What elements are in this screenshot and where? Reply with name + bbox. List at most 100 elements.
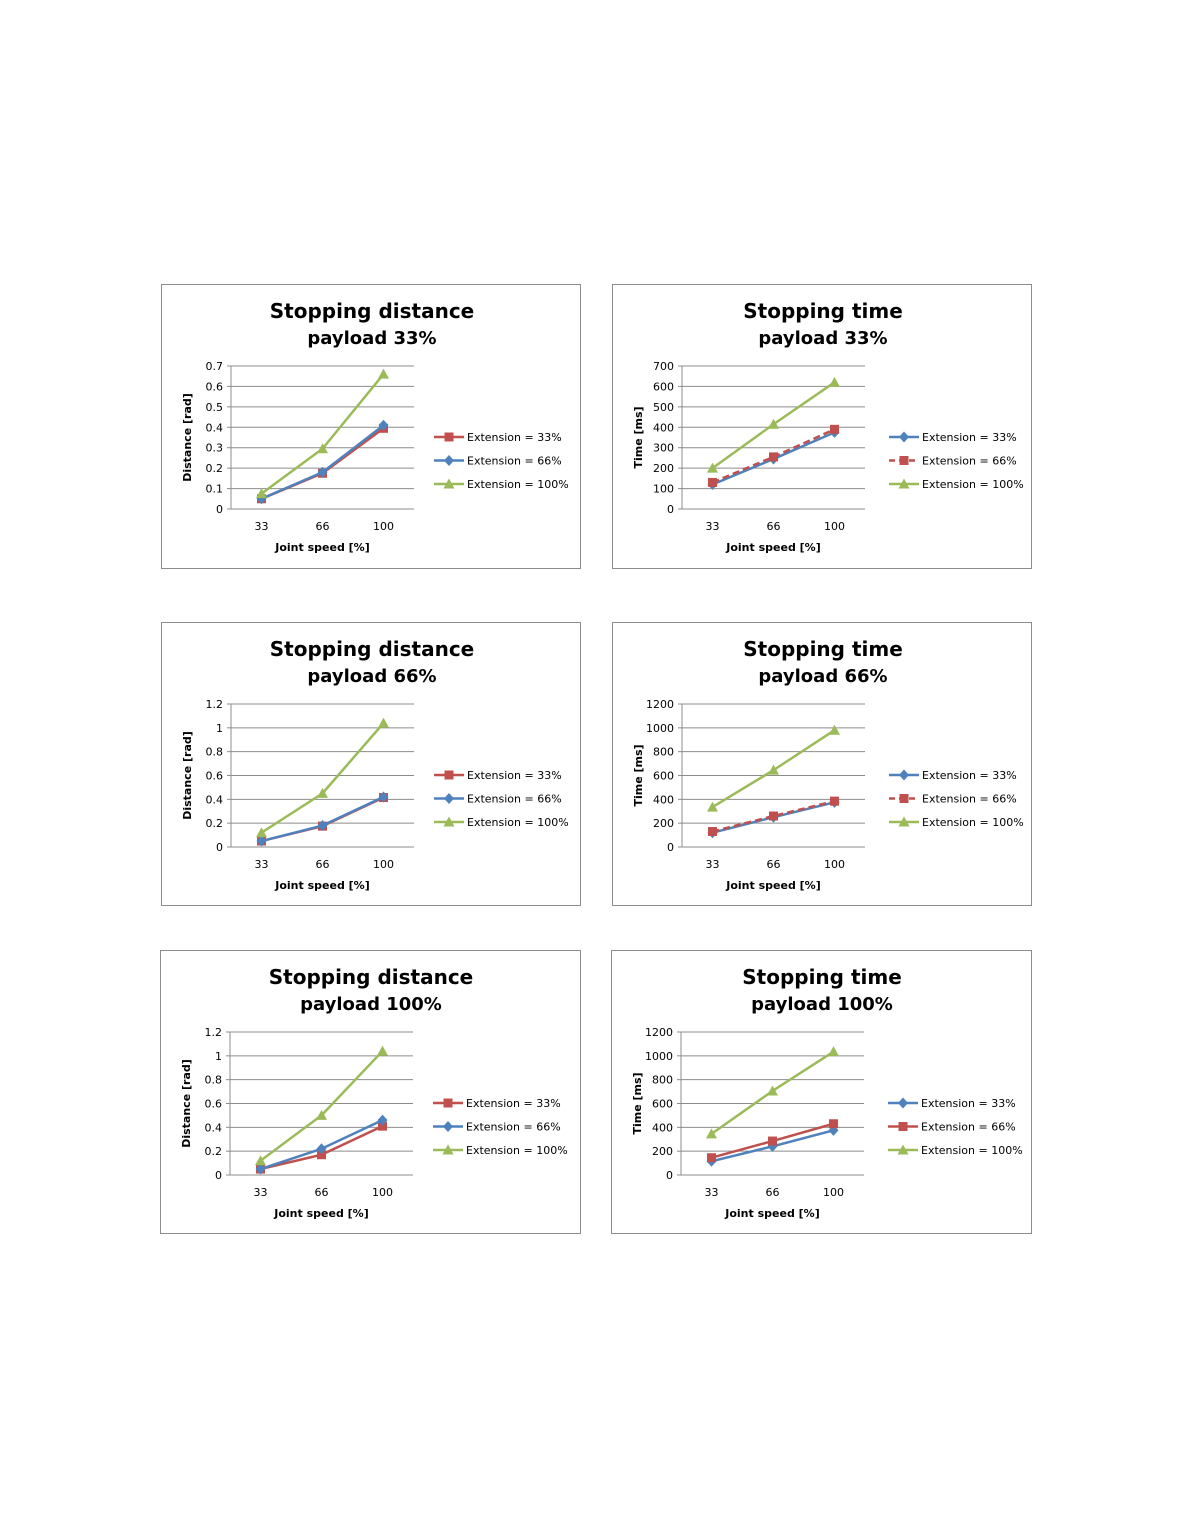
chart-subtitle: payload 66% <box>758 666 887 687</box>
series-2 <box>707 1119 838 1163</box>
chart-panel-distance-100: Stopping distance payload 100% 0 0.2 0.4 0.6 0… <box>160 950 581 1234</box>
x-tick-label: 100 <box>823 1186 844 1199</box>
data-point <box>377 1045 388 1056</box>
chart-title: Stopping distance <box>269 965 474 989</box>
y-tick-label: 0 <box>666 1169 673 1182</box>
y-tick-label: 200 <box>653 817 674 830</box>
x-axis-label: Joint speed [%] <box>274 541 369 554</box>
y-tick-label: 0.5 <box>206 401 224 414</box>
x-tick-label: 66 <box>315 1186 329 1199</box>
data-point <box>255 1163 266 1175</box>
line-chart: Stopping time payload 33% 0 100 200 300 400 500… <box>632 299 1024 554</box>
chart-panel-distance-33: Stopping distance payload 33% 0 0.1 0.2 0.3 0.… <box>161 284 581 569</box>
data-point <box>829 1119 838 1129</box>
legend-label: Extension = 100% <box>467 478 569 491</box>
line-chart: Stopping time payload 100% 0 200 400 600 800 10… <box>631 965 1023 1220</box>
data-point <box>317 443 328 454</box>
legend-marker <box>442 1144 454 1155</box>
legend-entry: Extension = 33% <box>433 1097 561 1110</box>
x-tick-label: 33 <box>705 1186 719 1199</box>
legend-entry: Extension = 66% <box>434 793 562 806</box>
y-tick-label: 800 <box>653 746 674 759</box>
y-tick-label: 0 <box>215 1169 222 1182</box>
y-tick-label: 0.4 <box>206 421 224 434</box>
legend-entry: Extension = 100% <box>888 1144 1023 1157</box>
series-3 <box>707 724 840 812</box>
y-axis-label: Distance [rad] <box>181 731 194 820</box>
x-axis-label: Joint speed [%] <box>725 879 820 892</box>
y-axis-label: Distance [rad] <box>180 1059 193 1148</box>
y-tick-label: 200 <box>653 462 674 475</box>
x-axis-label: Joint speed [%] <box>725 541 820 554</box>
line-chart: Stopping distance payload 100% 0 0.2 0.4 0.6 0… <box>180 965 568 1220</box>
x-tick-label: 66 <box>316 520 330 533</box>
legend-entry: Extension = 33% <box>434 769 562 782</box>
x-tick-label: 33 <box>706 520 720 533</box>
series-3 <box>707 376 840 473</box>
y-tick-label: 0.6 <box>206 380 224 393</box>
x-tick-label: 66 <box>767 858 781 871</box>
legend-label: Extension = 66% <box>467 793 562 806</box>
y-tick-label: 1000 <box>646 722 674 735</box>
chart-title: Stopping time <box>743 299 903 323</box>
y-tick-label: 1.2 <box>206 698 224 711</box>
legend-label: Extension = 100% <box>922 478 1024 491</box>
y-tick-label: 0.8 <box>205 1074 223 1087</box>
legend-marker <box>444 793 454 804</box>
legend-entry: Extension = 66% <box>889 793 1017 806</box>
chart-title: Stopping time <box>743 637 903 661</box>
x-tick-label: 33 <box>255 520 269 533</box>
y-axis-label: Time [ms] <box>632 744 645 806</box>
data-point <box>707 801 718 812</box>
chart-title: Stopping distance <box>270 299 475 323</box>
y-tick-label: 500 <box>653 401 674 414</box>
y-tick-label: 1.2 <box>205 1026 223 1039</box>
y-tick-label: 400 <box>652 1121 673 1134</box>
legend-marker <box>444 432 454 442</box>
series-2 <box>708 796 839 837</box>
x-tick-label: 100 <box>373 858 394 871</box>
legend-label: Extension = 66% <box>922 455 1017 468</box>
data-point <box>378 419 389 431</box>
legend-label: Extension = 66% <box>922 793 1017 806</box>
legend-marker <box>443 1121 453 1132</box>
series-2 <box>255 1114 388 1175</box>
legend-marker <box>899 769 909 781</box>
chart-title: Stopping distance <box>270 637 475 661</box>
data-point <box>769 811 778 821</box>
x-tick-label: 66 <box>316 858 330 871</box>
data-point <box>829 724 840 735</box>
y-tick-label: 400 <box>653 421 674 434</box>
x-tick-label: 100 <box>373 520 394 533</box>
chart-subtitle: payload 100% <box>751 994 893 1015</box>
legend-marker <box>443 1098 453 1108</box>
data-point <box>768 418 779 429</box>
legend-label: Extension = 100% <box>466 1144 568 1157</box>
series-line <box>260 722 385 834</box>
legend-label: Extension = 66% <box>921 1121 1016 1134</box>
data-point <box>256 493 267 505</box>
y-tick-label: 1200 <box>646 698 674 711</box>
chart-title: Stopping time <box>742 965 902 989</box>
data-point <box>317 1150 326 1160</box>
data-point <box>377 1114 388 1126</box>
x-tick-label: 33 <box>706 858 720 871</box>
x-axis-label: Joint speed [%] <box>273 1207 368 1220</box>
data-point <box>255 1155 266 1166</box>
data-point <box>830 424 839 434</box>
x-tick-label: 100 <box>824 520 845 533</box>
y-tick-label: 0 <box>216 503 223 516</box>
legend-marker <box>898 1097 908 1109</box>
series-line <box>712 799 835 833</box>
x-axis-label: Joint speed [%] <box>274 879 369 892</box>
series-3 <box>706 1046 839 1139</box>
data-point <box>768 1136 777 1146</box>
chart-panel-distance-66: Stopping distance payload 66% 0 0.2 0.4 0.6 0.… <box>161 622 581 906</box>
data-point <box>830 796 839 806</box>
y-tick-label: 0.1 <box>206 483 224 496</box>
legend-marker <box>444 455 454 466</box>
legend-label: Extension = 33% <box>467 769 562 782</box>
y-tick-label: 600 <box>653 770 674 783</box>
chart-subtitle: payload 33% <box>307 328 436 349</box>
series-line <box>261 424 385 500</box>
